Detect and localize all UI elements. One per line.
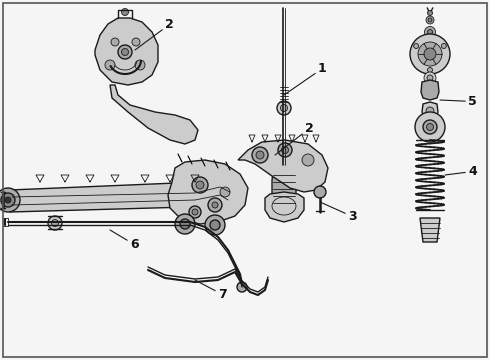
Circle shape [314,186,326,198]
Polygon shape [238,140,328,192]
Circle shape [189,206,201,218]
Circle shape [427,68,433,72]
Circle shape [280,104,288,112]
Polygon shape [110,85,198,144]
Circle shape [252,147,268,163]
Circle shape [418,42,442,66]
Circle shape [208,198,222,212]
Circle shape [0,188,20,212]
Polygon shape [95,18,158,85]
Circle shape [427,30,433,35]
Circle shape [105,60,115,70]
Text: 1: 1 [284,62,327,95]
Polygon shape [168,160,248,224]
Circle shape [256,151,264,159]
Circle shape [410,34,450,74]
Circle shape [278,143,292,157]
Circle shape [302,154,314,166]
Text: 2: 2 [275,122,314,155]
Circle shape [424,27,436,37]
Circle shape [132,38,140,46]
Circle shape [210,220,220,230]
Circle shape [426,16,434,24]
Circle shape [423,120,437,134]
Circle shape [180,219,190,229]
Text: 3: 3 [320,202,357,223]
Circle shape [212,202,218,208]
Circle shape [1,193,15,207]
Circle shape [428,18,432,22]
Circle shape [424,72,436,84]
Polygon shape [265,192,304,222]
Circle shape [48,216,62,230]
Circle shape [51,220,58,226]
Polygon shape [5,182,232,212]
Polygon shape [420,218,440,242]
Text: 6: 6 [110,230,139,251]
Text: 7: 7 [195,280,227,301]
Circle shape [192,209,198,215]
Text: 5: 5 [440,95,477,108]
Circle shape [205,215,225,235]
Polygon shape [421,80,439,100]
Circle shape [118,45,132,59]
Circle shape [426,123,434,130]
Circle shape [135,60,145,70]
Polygon shape [272,165,296,212]
Circle shape [237,282,247,292]
Circle shape [441,44,446,49]
Text: 4: 4 [445,165,477,178]
Text: 2: 2 [135,18,174,50]
Circle shape [426,107,434,115]
Circle shape [111,38,119,46]
Circle shape [424,48,436,60]
Circle shape [5,197,11,203]
Circle shape [427,10,433,15]
Circle shape [281,147,289,153]
Circle shape [122,49,128,55]
Circle shape [192,177,208,193]
Circle shape [415,112,445,142]
Circle shape [277,101,291,115]
Circle shape [220,187,230,197]
Circle shape [414,44,418,49]
Circle shape [196,181,204,189]
Circle shape [122,9,128,15]
Circle shape [175,214,195,234]
Circle shape [427,75,433,81]
Polygon shape [422,102,438,120]
